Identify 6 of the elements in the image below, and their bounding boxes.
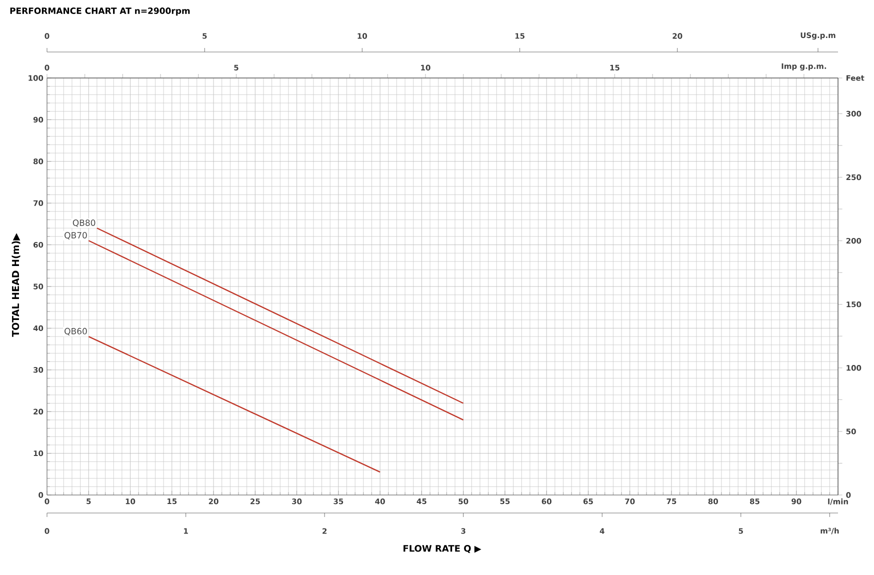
series-label: QB60 (64, 328, 87, 336)
series-label: QB80 (72, 220, 96, 227)
x-axis-title: FLOW RATE Q ▶ (404, 545, 482, 553)
chart-title: PERFORMANCE CHART AT n=2900rpm (10, 8, 190, 16)
series-label: QB70 (64, 232, 87, 240)
y-axis-title: TOTAL HEAD H(m)▶ (12, 233, 20, 337)
